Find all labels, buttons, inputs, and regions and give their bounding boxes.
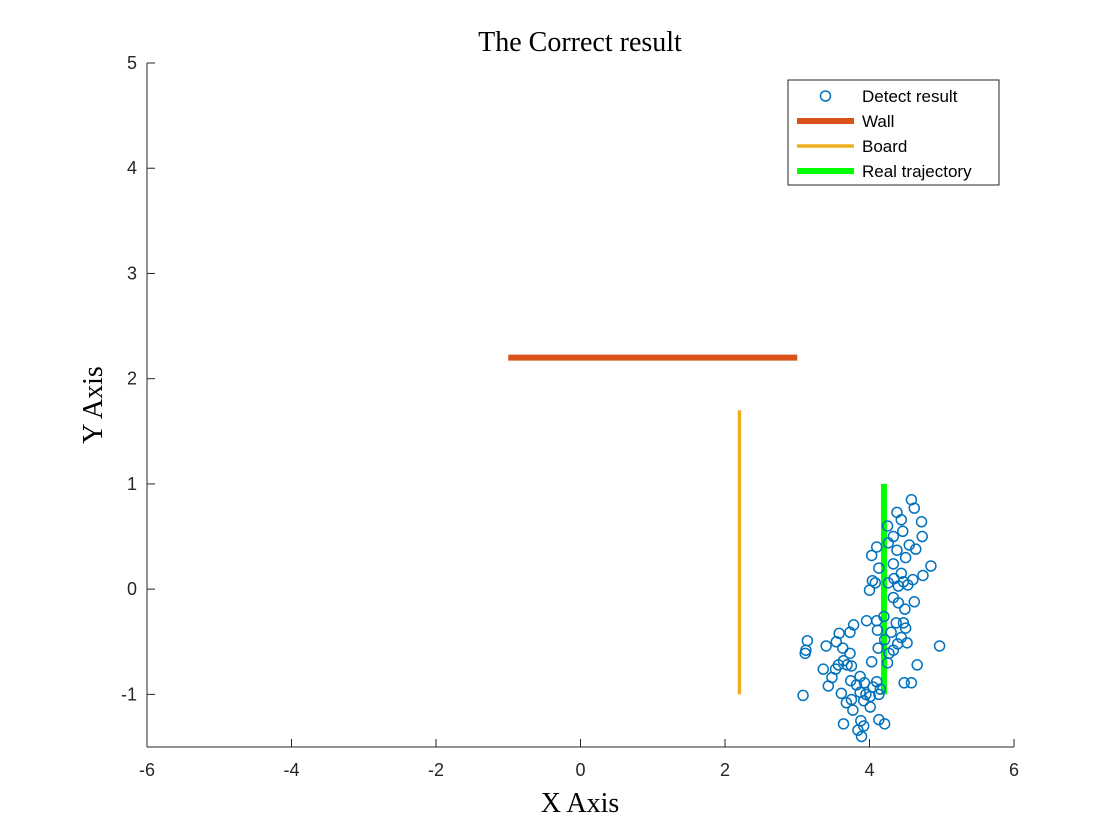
detect-result-point <box>840 697 853 709</box>
detect-result-point <box>881 520 894 532</box>
legend-swatch-detect-result <box>819 90 832 102</box>
detect-result-point <box>844 626 856 639</box>
detect-result-point <box>841 659 853 671</box>
detect-result-point <box>890 617 902 629</box>
x-tick-label: 4 <box>864 760 874 780</box>
detect-result-point <box>820 640 832 652</box>
legend: Detect result Wall Board Real trajectory <box>787 79 1000 186</box>
detect-result-point <box>855 730 868 743</box>
detect-result-point <box>925 560 937 572</box>
legend-label-board: Board <box>862 137 907 156</box>
detect-result-point <box>882 537 895 549</box>
detect-result-point <box>830 636 843 648</box>
legend-label-real-trajectory: Real trajectory <box>862 162 972 181</box>
detect-result-point <box>908 596 921 608</box>
y-tick-label: 3 <box>127 263 137 283</box>
detect-result-point <box>909 543 922 555</box>
x-tick-label: 2 <box>720 760 730 780</box>
detect-result-point <box>870 541 883 553</box>
detect-result-point <box>898 677 910 689</box>
detect-result-point <box>845 660 858 672</box>
y-tick-label: 4 <box>127 158 137 178</box>
detect-result-point <box>895 513 908 526</box>
detect-result-point <box>915 516 928 528</box>
detect-result-point <box>896 525 909 538</box>
axes: -6 -4 -2 0 2 4 6 -1 0 1 2 3 4 5 <box>121 53 1019 780</box>
detect-result-point <box>871 624 884 636</box>
detect-result-point <box>899 622 912 634</box>
y-tick-label: 0 <box>127 579 137 599</box>
y-tick-label: 1 <box>127 474 137 494</box>
detect-result-point <box>872 642 884 654</box>
detect-result-point <box>837 718 850 730</box>
detect-result-point <box>911 659 923 671</box>
detect-result-point <box>865 656 878 668</box>
legend-box <box>787 79 1000 186</box>
detect-result-point <box>864 701 876 713</box>
legend-label-wall: Wall <box>862 112 894 131</box>
detect-result-point <box>899 551 912 564</box>
detect-result-point <box>835 687 848 700</box>
x-tick-label: -6 <box>139 760 155 780</box>
detect-result-point <box>878 718 891 730</box>
x-tick-label: 6 <box>1009 760 1019 780</box>
detect-result-point <box>874 683 887 695</box>
detect-result-point <box>847 704 859 716</box>
detect-result-point <box>844 647 856 660</box>
detect-result-point <box>891 544 903 556</box>
detect-result-point <box>857 694 870 707</box>
detect-result-point <box>899 603 911 615</box>
legend-label-detect-result: Detect result <box>862 87 958 106</box>
detect-result-point <box>917 569 929 582</box>
detect-result-point <box>882 577 895 589</box>
detect-result-point <box>892 580 905 592</box>
detect-result-point <box>852 724 864 736</box>
detect-result-point <box>799 647 811 660</box>
detect-result-point <box>887 558 900 570</box>
chart-title: The Correct result <box>478 27 682 58</box>
detect-result-point <box>822 680 835 692</box>
detect-result-point <box>901 637 913 649</box>
detect-result-point <box>873 688 885 701</box>
detect-result-point <box>863 584 876 596</box>
detect-result-point <box>817 663 830 675</box>
detect-result-point <box>865 549 878 562</box>
detect-result-point <box>878 633 891 646</box>
y-tick-label: 2 <box>127 369 137 389</box>
x-tick-label: -2 <box>428 760 444 780</box>
detect-result-point <box>916 530 928 543</box>
x-axis-label: X Axis <box>541 788 620 819</box>
x-tick-label: -4 <box>283 760 299 780</box>
detect-result-point <box>905 677 918 689</box>
series-layer <box>508 354 946 743</box>
x-tick-label: 0 <box>575 760 585 780</box>
detect-result-point <box>873 562 885 574</box>
detect-result-point <box>881 657 894 669</box>
detect-result-point <box>869 577 882 589</box>
detect-result-point <box>897 617 910 629</box>
detect-result-point <box>892 597 905 609</box>
detect-result-point <box>885 626 897 639</box>
y-axis-label: Y Axis <box>78 366 109 444</box>
detect-result-point <box>908 502 921 514</box>
y-tick-label: -1 <box>121 684 137 704</box>
y-tick-label: 5 <box>127 53 137 73</box>
detect-result-point <box>933 640 946 652</box>
detect-result-point <box>797 689 809 702</box>
